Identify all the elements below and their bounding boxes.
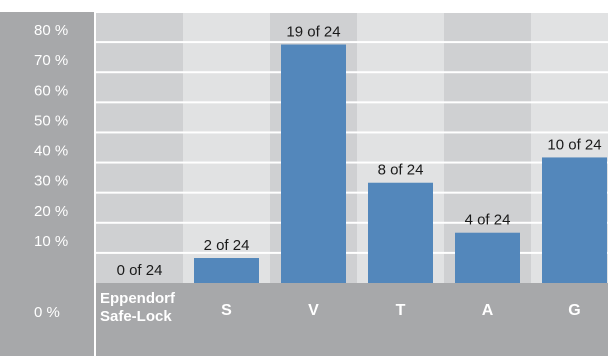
data-label: 10 of 24 — [547, 136, 601, 153]
x-tick-label: G — [568, 302, 580, 319]
y-tick-label: 50 % — [34, 112, 68, 129]
bar — [455, 232, 520, 283]
y-tick-label: 80 % — [34, 22, 68, 39]
x-axis-band — [96, 283, 608, 356]
x-tick-label: Eppendorf Safe-Lock — [100, 290, 176, 325]
data-label: 0 of 24 — [117, 262, 163, 279]
bar — [542, 157, 607, 283]
column-backgrounds — [96, 12, 608, 283]
y-tick-label: 40 % — [34, 143, 68, 160]
bar — [368, 182, 433, 283]
x-tick-label: T — [396, 302, 406, 319]
data-label: 4 of 24 — [465, 212, 511, 229]
y-axis-panel — [0, 12, 94, 356]
data-labels: 0 of 24 2 of 24 19 of 24 8 of 24 4 of 24 10 o… — [117, 24, 602, 279]
y-tick-label: 60 % — [34, 82, 68, 99]
data-label: 19 of 24 — [286, 24, 340, 41]
x-axis: Eppendorf Safe-Lock S V T A G — [94, 283, 608, 356]
data-label: 8 of 24 — [378, 162, 424, 179]
x-tick-label: S — [221, 302, 232, 319]
y-tick-label: 20 % — [34, 203, 68, 220]
bar — [194, 258, 259, 283]
column-bg — [96, 12, 183, 283]
gridline — [0, 11, 608, 13]
column-bg — [183, 12, 270, 283]
x-tick-label: A — [482, 302, 494, 319]
y-tick-label: 30 % — [34, 173, 68, 190]
y-tick-label: 10 % — [34, 233, 68, 250]
y-tick-label: 90 % — [34, 0, 68, 9]
y-tick-label: 70 % — [34, 52, 68, 69]
bars — [194, 44, 607, 283]
y-axis: 0 % 10 % 20 % 30 % 40 % 50 % 60 % 70 % 80 % 90 % — [0, 0, 94, 356]
data-label: 2 of 24 — [204, 237, 250, 254]
y-tick-label: 0 % — [34, 304, 60, 321]
gridline — [0, 41, 608, 44]
bar — [281, 44, 346, 283]
x-tick-label: V — [308, 302, 319, 319]
x-axis-separator — [94, 283, 96, 356]
